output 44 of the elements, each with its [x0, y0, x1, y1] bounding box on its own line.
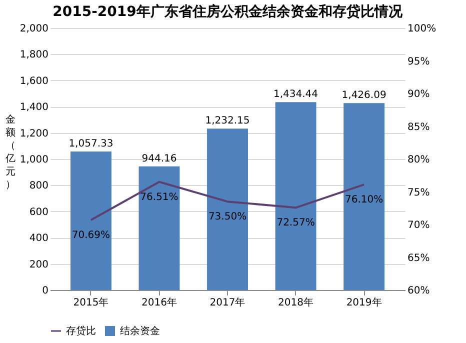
y2-tick-label: 80%	[408, 154, 430, 166]
x-tick-label: 2017年	[210, 296, 246, 308]
y-tick-label: 1,400	[20, 102, 48, 114]
y2-tick-label: 70%	[408, 220, 430, 231]
bar	[70, 151, 112, 290]
y2-tick-label: 65%	[408, 252, 430, 264]
bar	[138, 166, 180, 290]
legend-label: 结余资金	[120, 325, 160, 337]
data-label: 70.69%	[72, 230, 110, 241]
y-tick-label: 800	[29, 180, 48, 192]
y2-tick-label: 95%	[408, 56, 430, 68]
x-tick-label: 2019年	[346, 296, 382, 308]
y-tick-label: 2,000	[20, 24, 48, 34]
x-tick-label: 2018年	[278, 296, 314, 308]
y-tick-label: 1,600	[20, 76, 48, 87]
data-label: 1,426.09	[342, 90, 386, 102]
y-tick-label: 600	[29, 206, 48, 218]
chart-title: 2015-2019年广东省住房公积金结余资金和存贷比情况	[52, 3, 404, 20]
y-tick-label: 400	[29, 233, 48, 244]
data-label: 72.57%	[276, 218, 315, 229]
y-tick-label: 0	[42, 286, 48, 296]
bar	[344, 103, 385, 290]
y-tick-label: 1,200	[20, 128, 48, 140]
bar	[275, 102, 316, 290]
data-label: 944.16	[142, 153, 177, 164]
y-tick-label: 1,800	[20, 50, 48, 61]
y-tick-label: 1,000	[20, 154, 48, 166]
y2-tick-label: 100%	[408, 24, 436, 34]
data-label: 76.51%	[140, 192, 178, 203]
y2-tick-label: 75%	[408, 187, 430, 198]
y-axis-title: 金额（亿元）	[4, 114, 16, 190]
data-label: 1,434.44	[274, 89, 318, 100]
x-tick-label: 2015年	[73, 296, 109, 308]
y-tick-label: 200	[29, 259, 48, 270]
x-tick-label: 2016年	[142, 296, 177, 308]
y2-tick-label: 90%	[408, 89, 430, 100]
data-label: 73.50%	[208, 212, 247, 223]
data-label: 1,057.33	[68, 138, 114, 150]
y2-tick-label: 60%	[408, 286, 430, 296]
y2-tick-label: 85%	[408, 122, 430, 133]
data-label: 1,232.15	[205, 116, 250, 127]
data-label: 76.10%	[344, 194, 384, 206]
legend-label: 存贷比	[66, 325, 96, 337]
bar	[207, 128, 248, 290]
